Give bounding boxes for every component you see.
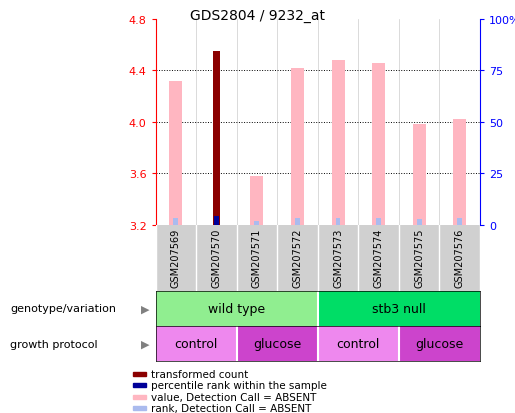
Bar bbox=[318, 326, 399, 361]
Text: GSM207569: GSM207569 bbox=[171, 228, 181, 287]
Text: wild type: wild type bbox=[208, 302, 265, 315]
Bar bbox=[295, 218, 300, 225]
Text: GSM207575: GSM207575 bbox=[414, 228, 424, 288]
Bar bbox=[372, 64, 385, 225]
Text: value, Detection Call = ABSENT: value, Detection Call = ABSENT bbox=[151, 392, 316, 402]
Bar bbox=[237, 326, 318, 361]
Bar bbox=[399, 326, 480, 361]
Text: GSM207570: GSM207570 bbox=[211, 228, 221, 287]
Text: GSM207574: GSM207574 bbox=[373, 228, 384, 287]
Text: growth protocol: growth protocol bbox=[10, 339, 98, 349]
Bar bbox=[453, 120, 466, 225]
Bar bbox=[174, 218, 178, 225]
Text: transformed count: transformed count bbox=[151, 369, 248, 379]
Text: stb3 null: stb3 null bbox=[372, 302, 426, 315]
Bar bbox=[156, 326, 237, 361]
Text: GSM207571: GSM207571 bbox=[252, 228, 262, 287]
Text: ▶: ▶ bbox=[141, 339, 149, 349]
Bar bbox=[133, 395, 146, 399]
Bar bbox=[318, 291, 480, 326]
Text: glucose: glucose bbox=[415, 337, 464, 350]
Bar bbox=[214, 216, 219, 225]
Bar bbox=[376, 218, 381, 225]
Text: control: control bbox=[175, 337, 218, 350]
Bar bbox=[332, 61, 345, 225]
Bar bbox=[413, 125, 425, 225]
Bar bbox=[133, 406, 146, 410]
Bar bbox=[156, 291, 318, 326]
Text: GSM207572: GSM207572 bbox=[293, 228, 302, 288]
Bar bbox=[417, 219, 422, 225]
Text: GSM207576: GSM207576 bbox=[455, 228, 465, 287]
Text: control: control bbox=[337, 337, 380, 350]
Bar bbox=[457, 218, 462, 225]
Text: ▶: ▶ bbox=[141, 304, 149, 314]
Text: rank, Detection Call = ABSENT: rank, Detection Call = ABSENT bbox=[151, 403, 311, 413]
Bar bbox=[213, 52, 219, 225]
Text: genotype/variation: genotype/variation bbox=[10, 304, 116, 314]
Bar bbox=[133, 384, 146, 387]
Text: glucose: glucose bbox=[253, 337, 301, 350]
Bar bbox=[250, 176, 263, 225]
Bar bbox=[291, 69, 304, 225]
Text: GDS2804 / 9232_at: GDS2804 / 9232_at bbox=[190, 9, 325, 23]
Text: GSM207573: GSM207573 bbox=[333, 228, 343, 287]
Bar bbox=[336, 218, 340, 225]
Text: percentile rank within the sample: percentile rank within the sample bbox=[151, 380, 327, 390]
Bar bbox=[254, 221, 260, 225]
Bar bbox=[133, 372, 146, 376]
Bar bbox=[169, 81, 182, 225]
